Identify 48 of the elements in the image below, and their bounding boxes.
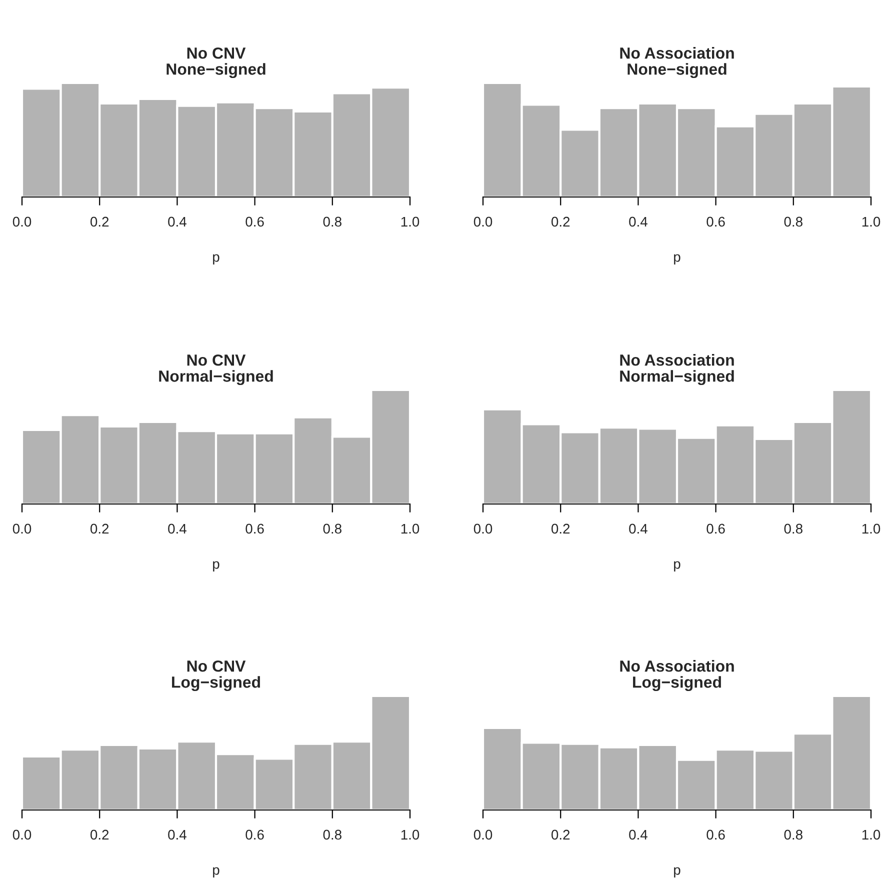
x-tick-label: 1.0 <box>862 830 880 840</box>
x-tick-label: 0.6 <box>706 830 725 840</box>
x-tick-label: 0.8 <box>784 524 802 534</box>
x-tick-label: 0.0 <box>12 830 32 840</box>
x-axis-title: p <box>674 561 680 572</box>
x-tick-label: 0.6 <box>246 524 264 534</box>
chart-title: No Association None−signed <box>620 47 734 78</box>
x-tick-label: 0.2 <box>90 216 109 227</box>
x-tick-label: 0.4 <box>629 524 648 534</box>
x-tick-label: 0.6 <box>706 216 725 227</box>
x-tick-label: 0.0 <box>12 524 32 534</box>
x-tick-label: 0.4 <box>629 830 648 840</box>
x-tick-label: 0.8 <box>323 830 342 840</box>
x-tick-label: 1.0 <box>401 830 420 840</box>
x-tick-label: 0.0 <box>12 216 32 227</box>
x-axis-title: p <box>213 254 220 265</box>
x-tick-label: 0.0 <box>474 216 492 227</box>
x-tick-label: 0.2 <box>90 830 109 840</box>
x-tick-label: 0.6 <box>246 216 264 227</box>
x-tick-label: 0.2 <box>551 216 570 227</box>
x-tick-label: 0.4 <box>168 524 186 534</box>
x-tick-label: 0.8 <box>323 216 342 227</box>
x-tick-label: 0.4 <box>168 216 186 227</box>
x-tick-label: 1.0 <box>862 216 880 227</box>
x-tick-label: 1.0 <box>862 524 880 534</box>
x-tick-label: 0.8 <box>784 216 802 227</box>
x-tick-label: 0.0 <box>474 830 492 840</box>
x-tick-label: 0.4 <box>168 830 186 840</box>
chart-title: No Association Log−signed <box>620 660 734 692</box>
x-tick-label: 1.0 <box>401 216 420 227</box>
chart-title: No CNV None−signed <box>166 47 266 78</box>
chart-title: No CNV Log−signed <box>172 660 260 692</box>
x-axis-title: p <box>674 867 680 878</box>
x-axis-title: p <box>213 561 220 572</box>
x-tick-label: 0.8 <box>784 830 802 840</box>
x-tick-label: 0.6 <box>706 524 725 534</box>
x-tick-label: 0.8 <box>323 524 342 534</box>
x-axis-title: p <box>213 867 220 878</box>
chart-title: No Association Normal−signed <box>620 354 734 386</box>
x-tick-label: 0.2 <box>551 524 570 534</box>
x-tick-label: 0.2 <box>551 830 570 840</box>
x-tick-label: 1.0 <box>401 524 420 534</box>
x-tick-label: 0.6 <box>246 830 264 840</box>
x-tick-label: 0.2 <box>90 524 109 534</box>
x-tick-label: 0.4 <box>629 216 648 227</box>
x-axis-title: p <box>674 254 680 265</box>
x-tick-label: 0.0 <box>474 524 492 534</box>
chart-title: No CNV Normal−signed <box>159 354 273 386</box>
